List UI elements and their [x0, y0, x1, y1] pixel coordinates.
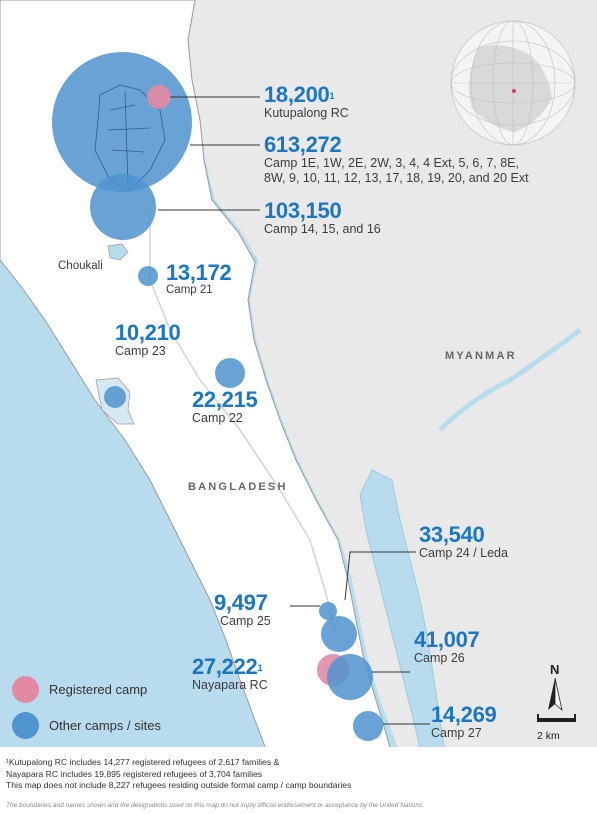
country-bangladesh: BANGLADESH [188, 481, 288, 493]
label-kutupalong-expansion[interactable]: 613,272 Camp 1E, 1W, 2E, 2W, 3, 4, 4 Ext… [264, 134, 529, 186]
footnotes: ¹Kutupalong RC includes 14,277 registere… [6, 757, 351, 792]
label-camp-27[interactable]: 14,269 Camp 27 [431, 704, 497, 741]
myanmar-land [185, 0, 597, 814]
site-circle-camp-21[interactable] [138, 266, 158, 286]
footnote-kutupalong-rc: 1 [329, 91, 335, 101]
site-circle-camp-25[interactable] [319, 602, 337, 620]
name-camp-25: Camp 25 [220, 614, 271, 628]
north-arrow [548, 677, 563, 712]
label-camp-23[interactable]: 10,210 Camp 23 [115, 322, 181, 359]
value-nayapara-rc: 27,222 [192, 654, 258, 679]
place-choukali: Choukali [58, 260, 103, 272]
river-branch [438, 327, 582, 432]
name-camp-24: Camp 24 / Leda [419, 546, 508, 560]
name-camp-27: Camp 27 [431, 726, 482, 740]
legend-registered-swatch [12, 676, 39, 703]
label-camp-21[interactable]: 13,172 Camp 21 [166, 260, 232, 297]
value-kutupalong-expansion: 613,272 [264, 132, 342, 157]
site-circle-camp-24[interactable] [321, 616, 357, 652]
name-kutupalong-rc: Kutupalong RC [264, 106, 349, 120]
value-camp-27: 14,269 [431, 702, 497, 727]
value-kutupalong-rc: 18,200 [264, 82, 330, 107]
site-circle-camp-22[interactable] [215, 358, 245, 388]
footnote-line-1: ¹Kutupalong RC includes 14,277 registere… [6, 757, 280, 767]
site-circle-camp-23[interactable] [104, 386, 126, 408]
legend-other-swatch [12, 712, 39, 739]
site-circles [52, 52, 383, 741]
label-kutupalong-rc[interactable]: 18,2001 Kutupalong RC [264, 84, 349, 121]
value-camp-26: 41,007 [414, 627, 480, 652]
site-circle-camp-27[interactable] [353, 711, 383, 741]
legend-registered: Registered camp [12, 676, 147, 703]
notes-panel [0, 747, 597, 814]
kutupalong-camp-outlines [94, 84, 166, 191]
scale-bar [537, 714, 576, 722]
label-camp-25[interactable]: 9,497 Camp 25 [214, 592, 271, 629]
leader-lines [158, 96, 430, 725]
legend-other: Other camps / sites [12, 712, 161, 739]
name-camp-26: Camp 26 [414, 651, 465, 665]
naf-river [359, 469, 451, 814]
scale-label: 2 km [537, 730, 560, 742]
site-circle-camp-14-15-16[interactable] [90, 174, 156, 240]
lake-choukali [107, 243, 129, 261]
value-camp-23: 10,210 [115, 320, 181, 345]
value-camp-24: 33,540 [419, 522, 485, 547]
label-camp-24[interactable]: 33,540 Camp 24 / Leda [419, 524, 508, 561]
name-nayapara-rc: Nayapara RC [192, 678, 268, 692]
value-camp-25: 9,497 [214, 590, 268, 615]
disclaimer: The boundaries and names shown and the d… [6, 802, 425, 809]
label-camp-14-15-16[interactable]: 103,150 Camp 14, 15, and 16 [264, 200, 381, 237]
site-circle-camp-26[interactable] [327, 654, 373, 700]
value-camp-22: 22,215 [192, 387, 258, 412]
name-kutupalong-expansion-line2: 8W, 9, 10, 11, 12, 13, 17, 18, 19, 20, a… [264, 171, 529, 185]
country-myanmar: MYANMAR [445, 350, 517, 362]
name-camp-22: Camp 22 [192, 411, 243, 425]
label-camp-22[interactable]: 22,215 Camp 22 [192, 389, 258, 426]
legend-registered-label: Registered camp [49, 682, 148, 697]
footnote-nayapara-rc: 1 [257, 663, 263, 673]
road [149, 210, 336, 631]
site-circle-kutupalong-expansion[interactable] [52, 52, 192, 192]
name-camp-21: Camp 21 [166, 284, 213, 296]
value-camp-21: 13,172 [166, 260, 232, 285]
name-camp-14-15-16: Camp 14, 15, and 16 [264, 222, 381, 236]
value-camp-14-15-16: 103,150 [264, 198, 342, 223]
name-kutupalong-expansion-line1: Camp 1E, 1W, 2E, 2W, 3, 4, 4 Ext, 5, 6, … [264, 156, 519, 170]
site-circle-kutupalong-rc[interactable] [147, 85, 171, 109]
leader-camp-24 [344, 551, 416, 601]
legend-other-label: Other camps / sites [49, 718, 161, 733]
footnote-line-3: This map does not include 8,227 refugees… [6, 780, 352, 790]
name-camp-23: Camp 23 [115, 344, 166, 358]
label-nayapara-rc[interactable]: 27,2221 Nayapara RC [192, 656, 268, 693]
globe-inset [450, 20, 576, 146]
globe-location-marker [512, 89, 516, 93]
footnote-line-2: Nayapara RC includes 19,895 registered r… [6, 768, 263, 779]
north-label: N [550, 662, 560, 677]
label-camp-26[interactable]: 41,007 Camp 26 [414, 629, 480, 666]
